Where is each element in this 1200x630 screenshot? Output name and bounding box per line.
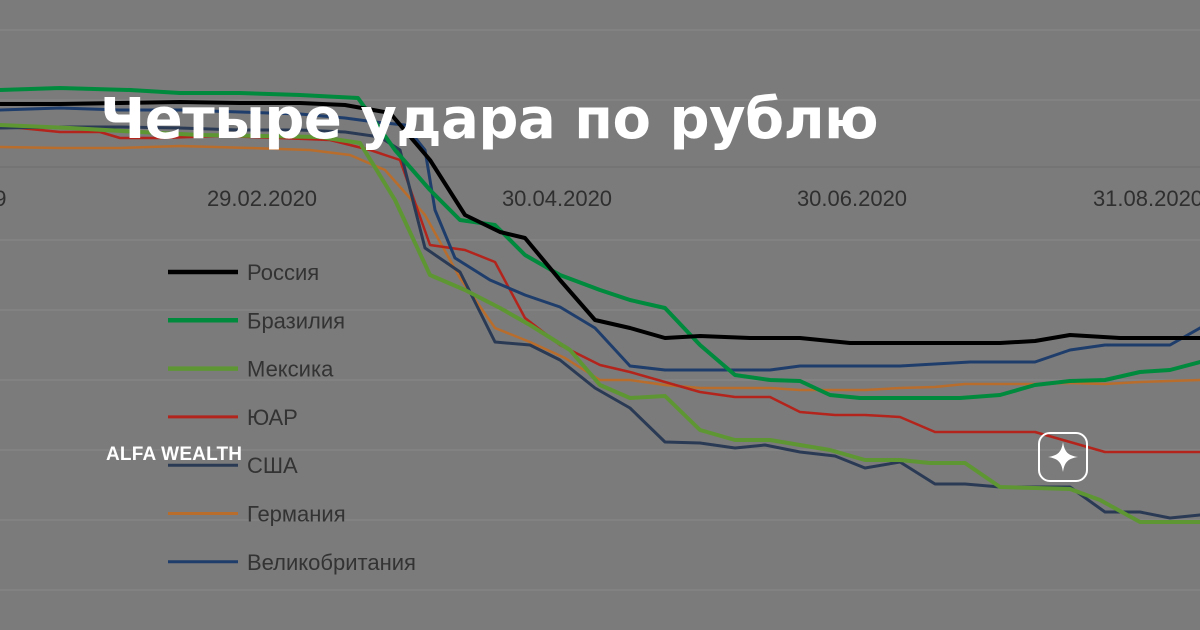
legend-label: Мексика xyxy=(247,357,334,382)
legend-label: США xyxy=(247,453,298,478)
series-line xyxy=(0,86,1200,400)
legend-label: Бразилия xyxy=(247,308,345,333)
legend-label: Великобритания xyxy=(247,550,416,575)
series-line xyxy=(0,106,1200,372)
x-axis-ticks: 2019 29.02.2020 30.04.2020 30.06.2020 31.08.… xyxy=(0,186,1200,211)
series-layer xyxy=(0,86,1200,524)
page-title: Четыре удара по рублю xyxy=(100,87,879,152)
x-tick-label: 30.04.2020 xyxy=(502,186,612,211)
series-line xyxy=(0,100,1200,345)
brand-label: ALFA WEALTH xyxy=(106,444,243,465)
series-line xyxy=(0,123,1200,524)
x-tick-label: 29.02.2020 xyxy=(207,186,317,211)
x-tick-label: 2019 xyxy=(0,186,6,211)
x-tick-label: 31.08.2020 xyxy=(1093,186,1200,211)
legend-label: Россия xyxy=(247,260,319,285)
legend-label: ЮАР xyxy=(247,405,298,430)
legend: Россия Бразилия Мексика ЮАР США Германия Велик… xyxy=(168,260,416,575)
sparkle-star-icon xyxy=(1038,432,1088,482)
x-tick-label: 30.06.2020 xyxy=(797,186,907,211)
series-line xyxy=(0,144,1200,392)
legend-label: Германия xyxy=(247,502,346,527)
